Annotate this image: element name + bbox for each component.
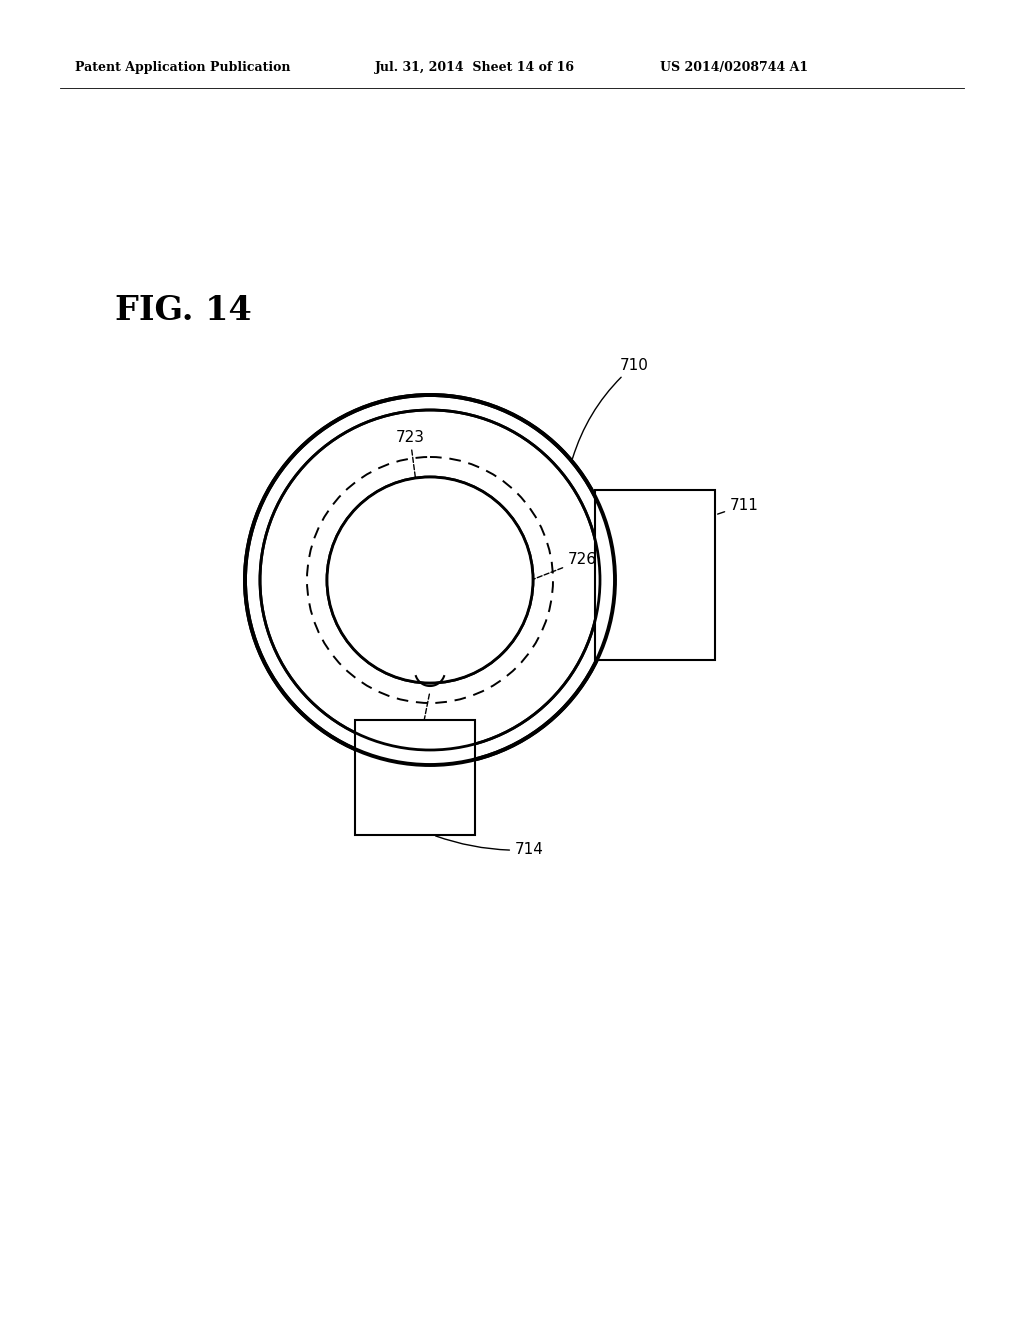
Text: 711: 711 xyxy=(718,498,759,513)
Text: 723: 723 xyxy=(395,429,425,510)
Text: 727: 727 xyxy=(406,694,434,748)
Text: US 2014/0208744 A1: US 2014/0208744 A1 xyxy=(660,62,808,74)
Text: 714: 714 xyxy=(435,836,544,858)
Bar xyxy=(595,490,715,660)
Text: Jul. 31, 2014  Sheet 14 of 16: Jul. 31, 2014 Sheet 14 of 16 xyxy=(375,62,575,74)
Text: 710: 710 xyxy=(572,358,649,458)
Circle shape xyxy=(328,478,532,682)
Circle shape xyxy=(261,411,599,748)
Bar xyxy=(355,719,475,836)
Text: 726: 726 xyxy=(521,553,597,583)
Bar xyxy=(595,490,715,660)
Bar xyxy=(595,490,715,660)
Text: Patent Application Publication: Patent Application Publication xyxy=(75,62,291,74)
Bar xyxy=(355,719,475,836)
Circle shape xyxy=(243,393,617,767)
Text: FIG. 14: FIG. 14 xyxy=(115,293,252,326)
Bar xyxy=(355,719,475,836)
